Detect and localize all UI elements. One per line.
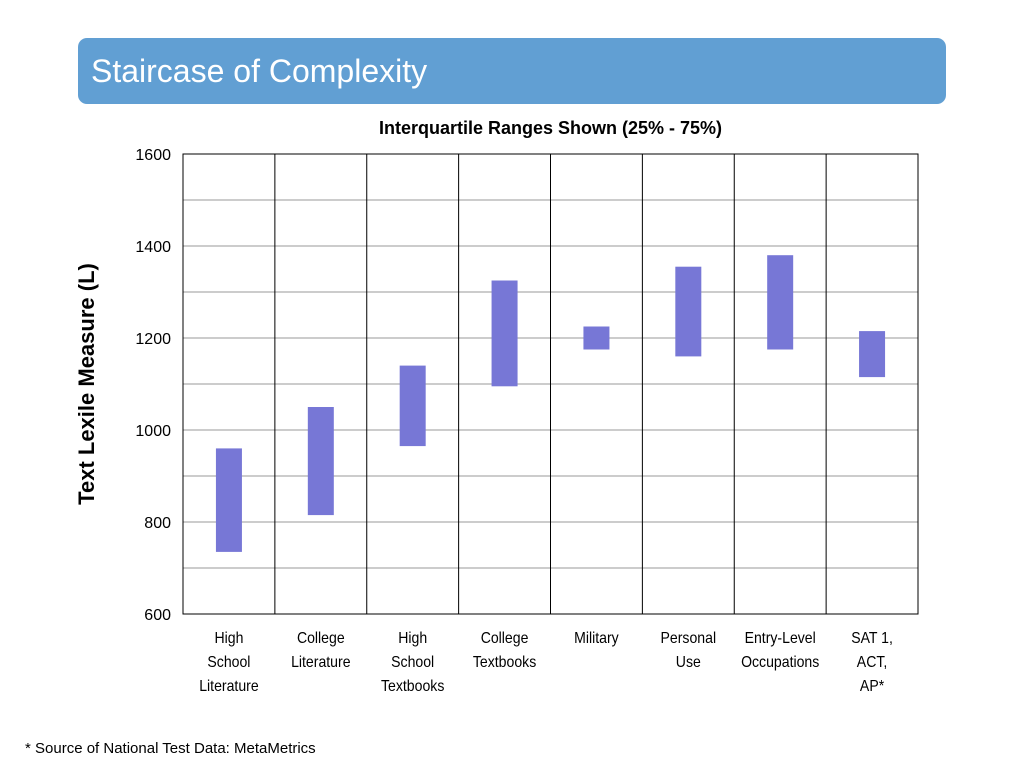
x-category-label: High School Textbooks bbox=[381, 629, 444, 695]
y-tick-label: 1200 bbox=[135, 331, 171, 348]
range-bar bbox=[399, 365, 426, 447]
range-bar bbox=[491, 280, 518, 387]
x-category-label: College Literature bbox=[291, 629, 350, 671]
range-bar bbox=[215, 448, 242, 552]
range-bar bbox=[307, 407, 334, 516]
x-category-label: SAT 1, ACT, AP* bbox=[851, 629, 893, 695]
y-tick-label: 1000 bbox=[135, 423, 171, 440]
x-category-label: High School Literature bbox=[199, 629, 258, 695]
range-bar bbox=[767, 255, 794, 350]
y-tick-label: 1600 bbox=[135, 147, 171, 164]
x-category-label: Military bbox=[574, 629, 619, 647]
range-bar bbox=[675, 266, 702, 357]
title-bar: Staircase of Complexity bbox=[78, 38, 946, 104]
x-category-label: Entry-Level Occupations bbox=[741, 629, 819, 671]
x-category-label: College Textbooks bbox=[473, 629, 536, 671]
y-tick-label: 800 bbox=[144, 515, 171, 532]
chart-title: Interquartile Ranges Shown (25% - 75%) bbox=[379, 118, 722, 138]
plot-frame bbox=[182, 153, 919, 615]
y-axis-label: Text Lexile Measure (L) bbox=[74, 263, 99, 505]
range-bar bbox=[859, 331, 886, 378]
y-tick-label: 1400 bbox=[135, 239, 171, 256]
y-tick-label: 600 bbox=[144, 607, 171, 624]
source-footnote: * Source of National Test Data: MetaMetr… bbox=[25, 740, 316, 757]
range-bar bbox=[583, 326, 610, 350]
slide-title: Staircase of Complexity bbox=[91, 53, 428, 89]
x-category-label: Personal Use bbox=[661, 629, 717, 671]
